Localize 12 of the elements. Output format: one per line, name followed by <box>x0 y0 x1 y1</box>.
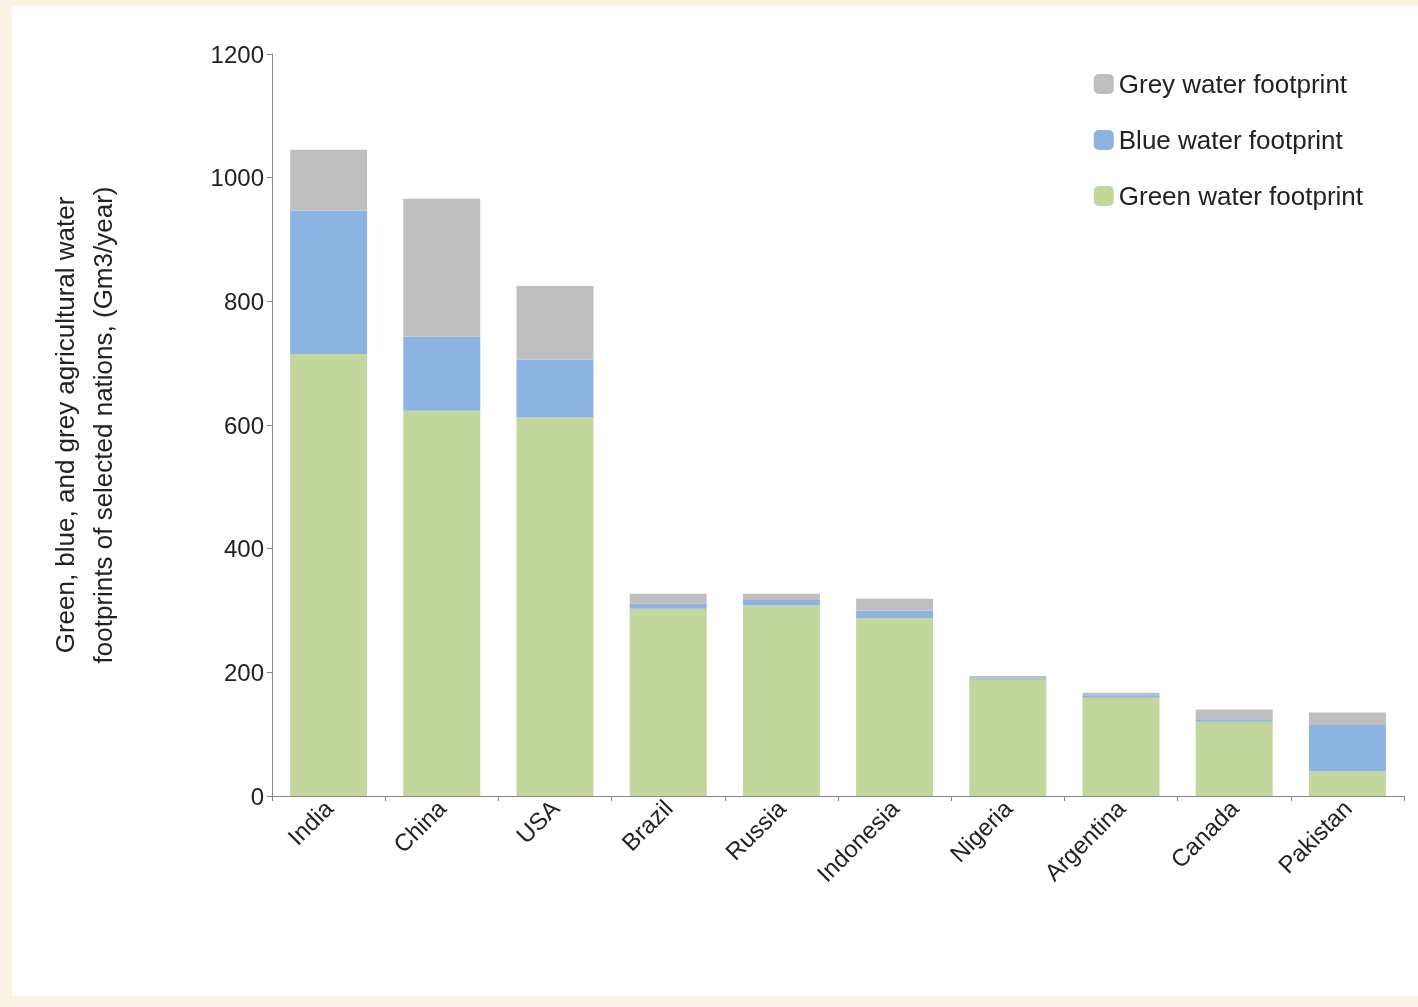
y-axis-title: Green, blue, and grey agricultural water footprints of selected nations, (Gm3/year) <box>50 186 118 664</box>
x-tick-label: USA <box>510 794 565 849</box>
y-tick-label: 1000 <box>210 164 264 192</box>
legend-label: Green water footprint <box>1118 181 1364 211</box>
y-tick-label: 800 <box>223 287 264 315</box>
legend-label: Grey water footprint <box>1118 69 1348 99</box>
y-tick-label: 0 <box>250 782 264 810</box>
legend-label: Blue water footprint <box>1118 125 1344 155</box>
y-tick-label: 400 <box>223 535 264 563</box>
y-tick-label: 1200 <box>210 40 264 68</box>
y-tick-label: 600 <box>223 411 264 439</box>
y-tick-label: 200 <box>223 658 264 686</box>
